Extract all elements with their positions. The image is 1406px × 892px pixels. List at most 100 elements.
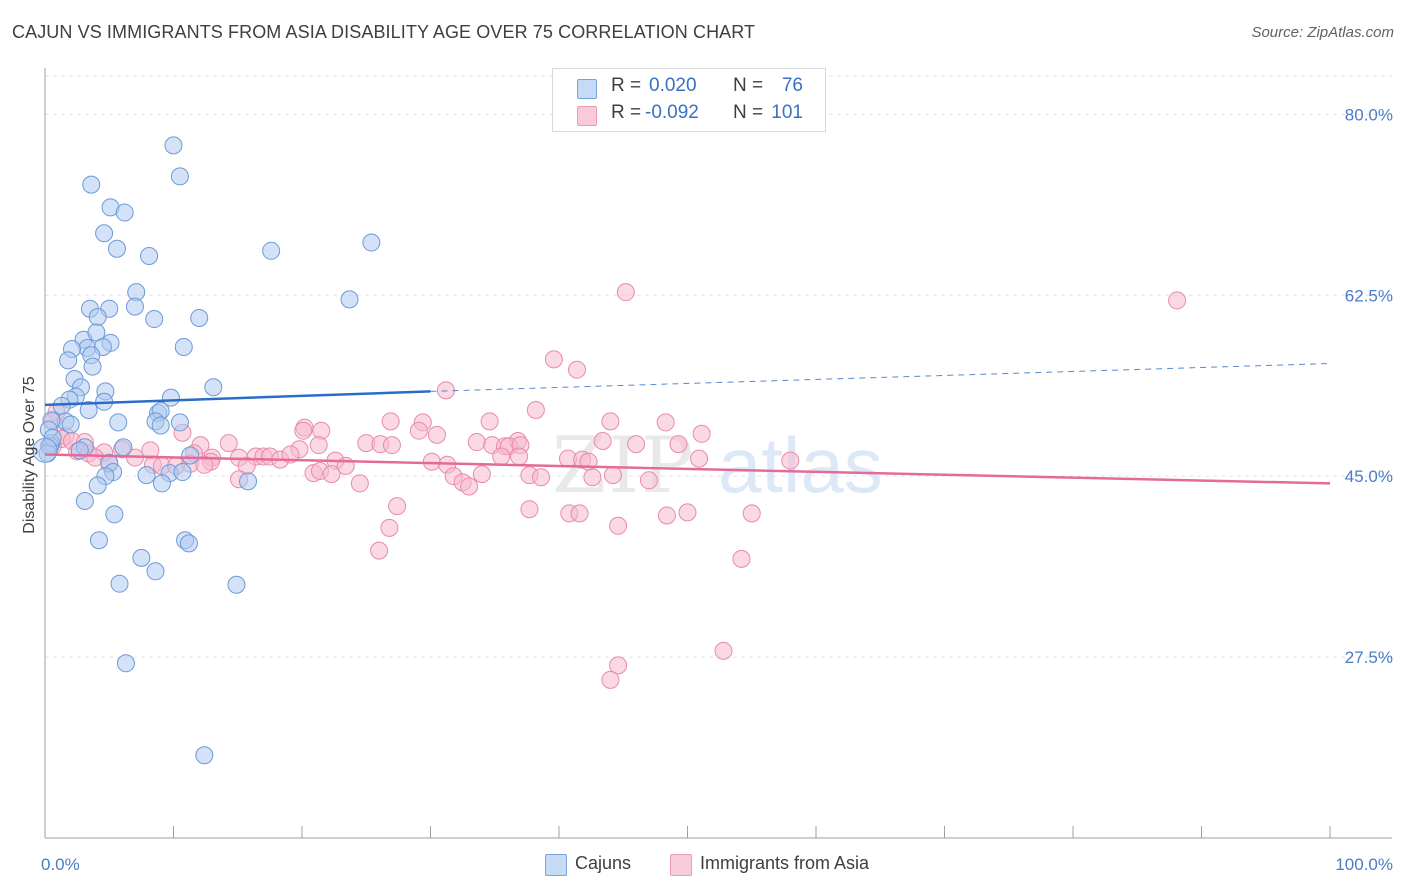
asia-point — [532, 468, 551, 487]
asia-point — [603, 466, 622, 485]
asia-point — [472, 465, 491, 484]
asia-point — [436, 381, 455, 400]
legend-label: Cajuns — [575, 853, 632, 873]
cajun-point — [262, 241, 281, 260]
asia-point — [467, 433, 486, 452]
y-tick-label: 27.5% — [1345, 648, 1393, 667]
cajun-point — [152, 474, 171, 493]
cajun-point — [195, 746, 214, 765]
r-value: 0.020 — [649, 75, 697, 96]
cajun-point — [61, 415, 80, 434]
cajun-point — [75, 491, 94, 510]
asia-point — [370, 541, 389, 560]
cajun-point — [181, 446, 200, 465]
tick-labels: 27.5% 45.0% 62.5% 80.0% 0.0% 100.0% — [41, 105, 1393, 874]
legend-label: Immigrants from Asia — [700, 853, 870, 873]
asia-point — [382, 436, 401, 455]
asia-point — [601, 412, 620, 431]
grid-lines — [45, 75, 1392, 658]
asia-point — [609, 656, 628, 675]
cajun-point — [59, 351, 78, 370]
cajun-trend-extension — [430, 362, 1331, 392]
cajun-point — [151, 416, 170, 435]
cajun-point — [83, 357, 102, 376]
asia-point — [195, 455, 214, 474]
source-note: Source: ZipAtlas.com — [1251, 24, 1394, 41]
asia-point — [690, 449, 709, 468]
asia-point — [639, 471, 658, 490]
series-legend: Cajuns Immigrants from Asia — [0, 852, 1406, 878]
cajuns-swatch-icon — [577, 79, 597, 99]
asia-point — [593, 432, 612, 451]
r-label: R = — [611, 102, 642, 123]
asia-point — [567, 360, 586, 379]
cajun-point — [110, 574, 129, 593]
cajun-point — [107, 239, 126, 258]
n-value: 101 — [771, 102, 803, 123]
asia-point — [480, 412, 499, 431]
correlation-legend: R = 0.020 N = 76 R = -0.092 N = 101 — [552, 68, 826, 132]
asia-point — [544, 350, 563, 369]
cajun-point — [88, 307, 107, 326]
cajun-trend-line — [44, 390, 431, 407]
cajun-point — [170, 167, 189, 186]
asia-point — [388, 497, 407, 516]
r-value: -0.092 — [645, 102, 699, 123]
asia-swatch-icon — [577, 106, 597, 126]
cajun-point — [89, 531, 108, 550]
trend-lines — [44, 362, 1331, 485]
asia-point — [427, 425, 446, 444]
cajun-point — [362, 233, 381, 252]
y-tick-label: 62.5% — [1345, 286, 1393, 305]
asia-point — [219, 434, 238, 453]
asia-point — [1168, 291, 1187, 310]
x-tick-label: 100.0% — [1335, 855, 1393, 874]
asia-point — [322, 465, 341, 484]
cajun-point — [227, 575, 246, 594]
cajun-point — [145, 310, 164, 329]
asia-point — [520, 500, 539, 519]
cajun-point — [140, 246, 159, 265]
cajun-point — [173, 463, 192, 482]
watermark: ZIP atlas — [552, 421, 883, 511]
cajun-point — [114, 438, 133, 457]
cajun-point — [52, 396, 71, 415]
asia-point — [781, 451, 800, 470]
asia-point — [492, 447, 511, 466]
cajun-point — [115, 203, 134, 222]
cajun-point — [146, 562, 165, 581]
asia-point — [657, 506, 676, 525]
asia-point — [616, 283, 635, 302]
asia-point — [510, 447, 529, 466]
n-value: 76 — [781, 75, 803, 96]
cajun-point — [174, 337, 193, 356]
y-axis-label: Disability Age Over 75 — [21, 376, 38, 534]
asia-point — [742, 504, 761, 523]
y-tick-label: 80.0% — [1345, 105, 1393, 124]
asia-point — [294, 421, 313, 440]
n-label: N = — [733, 75, 764, 96]
asia-point — [380, 518, 399, 537]
cajuns-legend-icon — [545, 854, 567, 876]
cajun-point — [125, 297, 144, 316]
asia-point — [570, 504, 589, 523]
cajun-point — [170, 413, 189, 432]
asia-point — [692, 424, 711, 443]
cajun-point — [88, 476, 107, 495]
cajun-point — [132, 548, 151, 567]
asia-point — [583, 468, 602, 487]
asia-point — [601, 670, 620, 689]
cajun-point — [105, 505, 124, 524]
asia-point — [656, 413, 675, 432]
cajun-point — [32, 437, 58, 463]
cajun-point — [179, 534, 198, 553]
y-tick-label: 45.0% — [1345, 467, 1393, 486]
n-label: N = — [733, 102, 764, 123]
cajun-point — [204, 378, 223, 397]
asia-point — [381, 412, 400, 431]
cajun-points — [32, 136, 381, 765]
asia-point — [609, 516, 628, 535]
asia-trend-line — [44, 453, 1331, 485]
asia-point — [678, 503, 697, 522]
